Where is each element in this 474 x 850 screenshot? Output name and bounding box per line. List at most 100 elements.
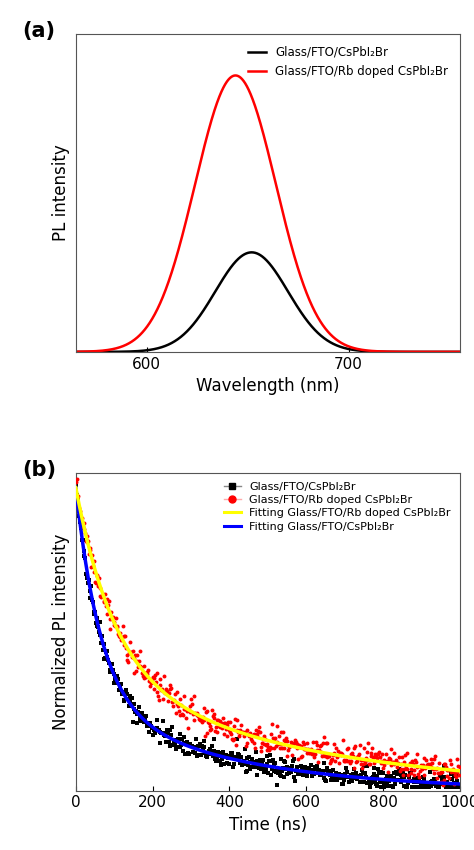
- Point: [118, 677, 125, 691]
- Point: [257, 762, 264, 776]
- Point: [371, 751, 378, 764]
- Point: [336, 772, 344, 785]
- Point: [138, 706, 146, 720]
- Point: [94, 579, 102, 592]
- Point: [214, 750, 221, 763]
- Point: [279, 761, 287, 774]
- Point: [222, 749, 230, 762]
- Point: [194, 740, 202, 753]
- Point: [441, 757, 449, 771]
- Point: [250, 756, 257, 769]
- Point: [444, 763, 451, 777]
- Point: [201, 734, 208, 748]
- Point: [346, 770, 354, 784]
- Point: [269, 753, 277, 767]
- Point: [210, 707, 218, 721]
- Point: [361, 756, 369, 770]
- Point: [110, 666, 118, 680]
- Point: [98, 591, 105, 604]
- Point: [428, 760, 435, 774]
- Point: [377, 780, 384, 794]
- Point: [130, 666, 137, 679]
- Point: [135, 700, 143, 713]
- Point: [403, 780, 410, 794]
- Point: [227, 715, 234, 728]
- Point: [301, 763, 308, 777]
- Point: [349, 750, 356, 763]
- Point: [375, 745, 383, 759]
- Point: [384, 765, 392, 779]
- Point: [200, 740, 207, 754]
- Point: [219, 711, 227, 725]
- Point: [151, 668, 159, 682]
- Point: [171, 736, 179, 750]
- Point: [203, 704, 210, 717]
- Point: [168, 695, 176, 709]
- Point: [401, 748, 409, 762]
- Point: [442, 760, 450, 774]
- Point: [344, 742, 351, 756]
- Point: [157, 683, 165, 697]
- Point: [282, 734, 289, 747]
- Point: [292, 735, 300, 749]
- Point: [83, 571, 91, 585]
- Point: [356, 775, 364, 789]
- Point: [367, 776, 375, 790]
- Point: [150, 723, 157, 737]
- Point: [277, 752, 284, 766]
- Point: [411, 775, 419, 789]
- Point: [128, 691, 136, 705]
- X-axis label: Time (ns): Time (ns): [228, 816, 307, 834]
- Point: [281, 770, 288, 784]
- Point: [267, 728, 274, 741]
- Point: [124, 688, 131, 701]
- Point: [401, 770, 408, 784]
- Point: [218, 716, 225, 729]
- Point: [204, 746, 212, 760]
- Point: [352, 767, 360, 780]
- Point: [377, 756, 384, 770]
- Point: [426, 756, 434, 770]
- Point: [297, 768, 304, 781]
- Point: [283, 768, 291, 781]
- Point: [190, 713, 197, 727]
- Point: [361, 740, 368, 754]
- Point: [345, 740, 352, 754]
- Point: [306, 746, 313, 760]
- Point: [230, 719, 237, 733]
- Point: [235, 749, 243, 762]
- Point: [161, 686, 169, 700]
- Point: [86, 543, 93, 557]
- Point: [234, 751, 241, 764]
- Point: [341, 753, 348, 767]
- Point: [273, 719, 281, 733]
- Point: [359, 757, 366, 771]
- Point: [353, 773, 360, 786]
- Point: [191, 689, 198, 703]
- Point: [224, 751, 231, 764]
- Point: [318, 739, 325, 752]
- Point: [224, 729, 231, 743]
- Point: [334, 749, 341, 762]
- Point: [331, 755, 339, 768]
- Point: [388, 779, 396, 793]
- Point: [232, 738, 240, 751]
- Point: [297, 740, 304, 753]
- Point: [408, 754, 416, 768]
- Point: [278, 741, 286, 755]
- Point: [368, 741, 376, 755]
- Point: [382, 747, 390, 761]
- Point: [310, 767, 318, 780]
- Point: [186, 706, 193, 719]
- Point: [288, 738, 295, 751]
- Point: [110, 677, 118, 690]
- Point: [225, 757, 233, 771]
- Point: [377, 765, 385, 779]
- Point: [207, 719, 214, 733]
- Point: [381, 758, 388, 772]
- Point: [431, 772, 439, 785]
- Point: [255, 720, 263, 734]
- Point: [152, 723, 160, 737]
- Point: [148, 672, 156, 685]
- Point: [90, 554, 97, 568]
